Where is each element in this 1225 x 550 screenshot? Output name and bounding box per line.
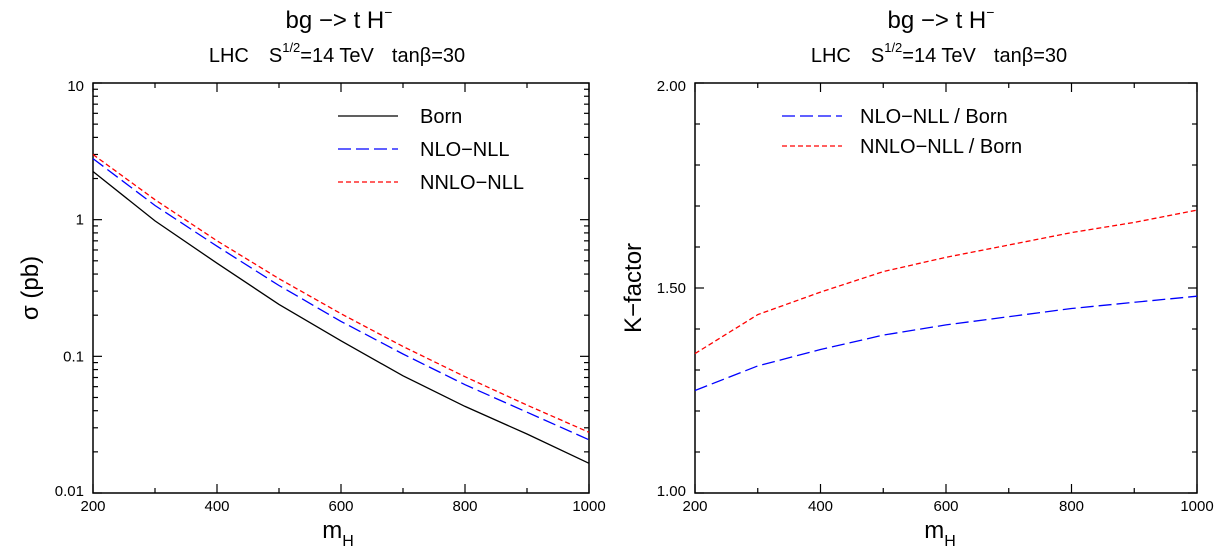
- series-line: [694, 209, 1198, 355]
- series-line: [694, 295, 1198, 392]
- left-plot-frame: [92, 82, 590, 494]
- left-subtitle: LHC S1/2=14 TeV tanβ=30: [209, 40, 465, 67]
- left-x-axis-label: mH: [322, 517, 354, 550]
- x-tick-label: 400: [204, 498, 229, 515]
- legend-label: Born: [420, 106, 462, 128]
- series-line: [92, 170, 590, 464]
- y-tick-label: 10: [67, 78, 84, 95]
- series-line: [92, 153, 590, 433]
- x-tick-label: 1000: [572, 498, 605, 515]
- y-tick-label: 2.00: [657, 78, 686, 95]
- right-subtitle: LHC S1/2=14 TeV tanβ=30: [811, 40, 1067, 67]
- x-tick-label: 200: [80, 498, 105, 515]
- right-panel: bg −> t H− LHC S1/2=14 TeV tanβ=30 200 400 6…: [620, 4, 1214, 550]
- x-tick-label: 800: [452, 498, 477, 515]
- left-series: [92, 153, 590, 464]
- left-title: bg −> t H−: [286, 4, 393, 34]
- legend-label: NNLO−NLL / Born: [860, 136, 1022, 158]
- legend-label: NLO−NLL: [420, 139, 510, 161]
- right-x-axis-label: mH: [924, 517, 956, 550]
- right-title: bg −> t H−: [888, 4, 995, 34]
- right-series: [694, 209, 1198, 392]
- series-line: [92, 158, 590, 441]
- left-panel: bg −> t H− LHC S1/2=14 TeV tanβ=30 200 400 6…: [17, 4, 606, 550]
- left-ticks: [92, 82, 590, 494]
- x-tick-label: 200: [682, 498, 707, 515]
- legend-label: NLO−NLL / Born: [860, 106, 1008, 128]
- x-tick-label: 800: [1059, 498, 1084, 515]
- legend-label: NNLO−NLL: [420, 172, 524, 194]
- y-tick-label: 1.00: [657, 483, 686, 500]
- left-y-axis-label: σ (pb): [17, 256, 44, 320]
- y-tick-label: 0.1: [63, 348, 84, 365]
- left-legend: Born NLO−NLL NNLO−NLL: [338, 106, 524, 194]
- left-tick-labels: 200 400 600 800 1000 0.01 0.1 1 10: [55, 78, 606, 515]
- y-tick-label: 1: [76, 212, 84, 229]
- x-tick-label: 600: [933, 498, 958, 515]
- x-tick-label: 1000: [1180, 498, 1213, 515]
- x-tick-label: 400: [808, 498, 833, 515]
- right-y-axis-label: K−factor: [620, 243, 647, 333]
- y-tick-label: 0.01: [55, 483, 84, 500]
- right-ticks: [694, 82, 1198, 494]
- right-legend: NLO−NLL / Born NNLO−NLL / Born: [782, 106, 1022, 158]
- right-tick-labels: 200 400 600 800 1000 1.00 1.50 2.00: [657, 78, 1214, 515]
- x-tick-label: 600: [328, 498, 353, 515]
- y-tick-label: 1.50: [657, 280, 686, 297]
